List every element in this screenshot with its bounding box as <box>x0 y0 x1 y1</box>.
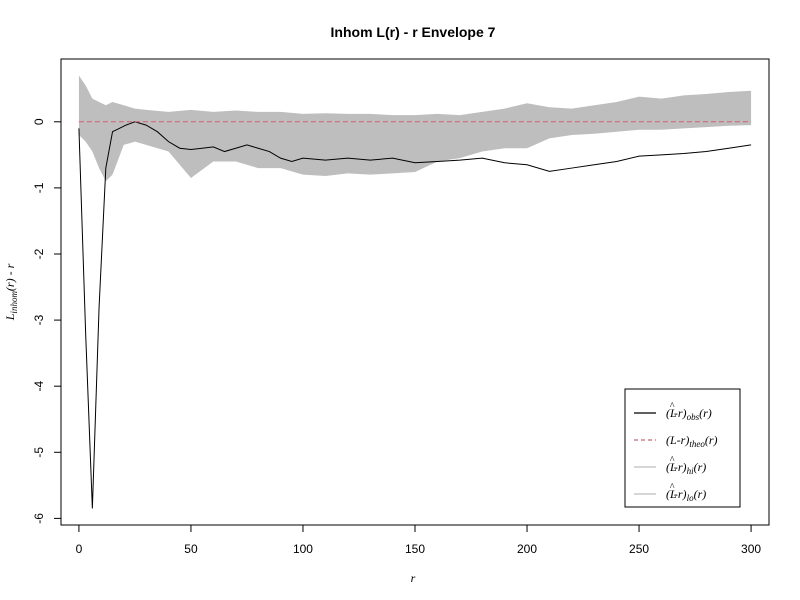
series-line-0 <box>78 121 752 509</box>
envelope-band <box>78 75 752 182</box>
y-tick-label: -2 <box>32 248 46 259</box>
y-axis-label-tail: (r) - r <box>3 263 17 291</box>
y-tick-label: -6 <box>32 513 46 524</box>
svg-text:Linhom(r) - r: Linhom(r) - r <box>3 263 19 321</box>
y-tick-label: 0 <box>32 118 46 125</box>
y-axis: 0 -1 -2 -3 -4 -5 -6 <box>32 118 62 524</box>
legend-box <box>624 388 741 508</box>
x-tick-label: 100 <box>293 542 313 556</box>
envelope-band-layer <box>78 75 752 182</box>
x-axis: 0 50 100 150 200 250 300 <box>76 524 761 556</box>
legend: (L^-r)obs(r) (L-r)theo(r) (L^-r)hi(r) (L^-r… <box>624 388 741 508</box>
x-tick-label: 150 <box>405 542 425 556</box>
y-axis-label: Linhom(r) - r <box>3 263 19 321</box>
y-axis-label-base: L <box>3 313 17 321</box>
x-tick-label: 300 <box>741 542 761 556</box>
legend-label: (L-r)theo(r) <box>666 433 718 449</box>
x-axis-label: r <box>411 571 416 585</box>
y-axis-label-sub: inhom <box>9 291 19 314</box>
line-layer <box>78 121 752 509</box>
x-tick-label: 200 <box>517 542 537 556</box>
chart-title: Inhom L(r) - r Envelope 7 <box>331 24 496 40</box>
legend-label: (L^-r)hi(r) <box>666 455 706 476</box>
x-tick-label: 0 <box>76 542 83 556</box>
x-tick-label: 250 <box>629 542 649 556</box>
legend-label: (L^-r)lo(r) <box>666 482 706 503</box>
y-tick-label: -3 <box>32 314 46 325</box>
x-tick-label: 50 <box>184 542 198 556</box>
legend-label: (L^-r)obs(r) <box>666 401 712 422</box>
y-tick-label: -1 <box>32 182 46 193</box>
y-tick-label: -4 <box>32 381 46 392</box>
y-tick-label: -5 <box>32 447 46 458</box>
